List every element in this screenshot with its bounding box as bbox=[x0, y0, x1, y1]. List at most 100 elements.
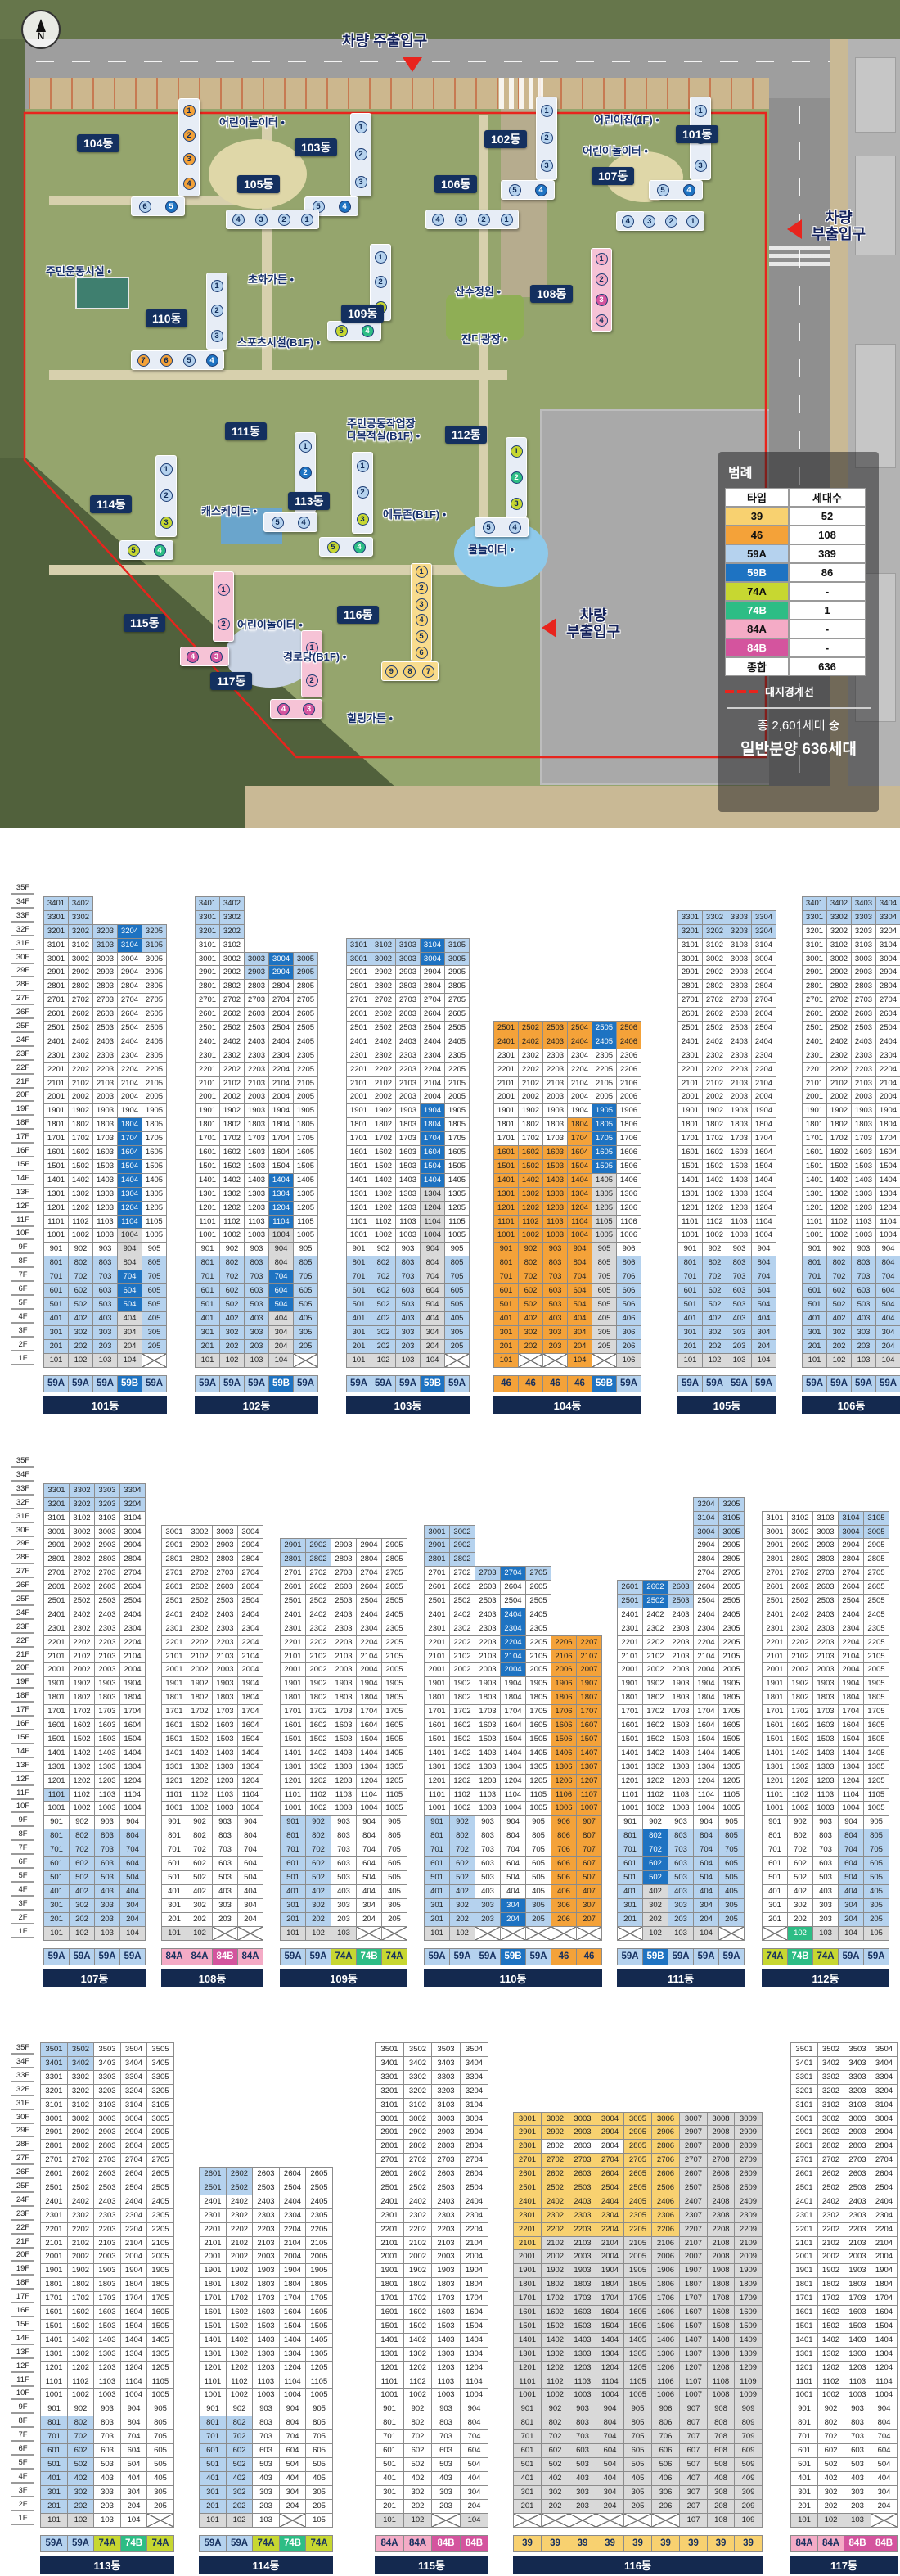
unit-cell: 701 bbox=[346, 1270, 371, 1284]
unit-cell: 203 bbox=[844, 2499, 871, 2514]
unit-cell: 1802 bbox=[642, 1690, 668, 1705]
unit-cell: 2403 bbox=[93, 2195, 121, 2209]
unit-cell: 401 bbox=[513, 2471, 542, 2486]
unit-cell: 2004 bbox=[838, 1662, 864, 1677]
type-label-59A: 59A bbox=[371, 1375, 396, 1392]
unit-cell-crossed bbox=[623, 2513, 652, 2528]
unit-cell: 2001 bbox=[280, 1662, 306, 1677]
map-line-circle: 5 bbox=[127, 544, 140, 557]
unit-cell: 1705 bbox=[146, 2291, 174, 2306]
unit-cell: 1204 bbox=[838, 1774, 864, 1789]
unit-cell: 2603 bbox=[431, 2167, 461, 2181]
unit-cell: 401 bbox=[617, 1884, 643, 1899]
unit-cell: 1604 bbox=[500, 1718, 526, 1733]
unit-cell: 301 bbox=[280, 1898, 306, 1913]
unit-cell: 1803 bbox=[94, 1690, 120, 1705]
unit-cell: 905 bbox=[146, 2402, 174, 2416]
map-line-circle: 9 bbox=[385, 665, 398, 678]
unit-cell: 402 bbox=[642, 1884, 668, 1899]
unit-cell: 2903 bbox=[331, 1538, 357, 1553]
unit-cell: 1001 bbox=[346, 1228, 371, 1243]
unit-cell: 1504 bbox=[871, 2319, 898, 2334]
unit-cell: 2804 bbox=[693, 1552, 719, 1567]
unit-cell: 1301 bbox=[493, 1187, 519, 1202]
unit-cell: 803 bbox=[812, 1829, 839, 1843]
unit-cell-crossed bbox=[279, 2513, 306, 2528]
unit-cell: 1301 bbox=[43, 1760, 70, 1775]
unit-cell: 1505 bbox=[592, 1159, 617, 1174]
unit-cell: 1905 bbox=[381, 1676, 407, 1691]
unit-cell: 1901 bbox=[346, 1103, 371, 1118]
unit-cell: 1305 bbox=[592, 1187, 617, 1202]
unit-cell: 903 bbox=[94, 1815, 120, 1829]
unit-cell: 1003 bbox=[252, 2388, 280, 2402]
unit-cell: 2604 bbox=[693, 1580, 719, 1595]
building-name-110동: 110동 bbox=[424, 1969, 602, 1987]
type-label-39: 39 bbox=[623, 2535, 652, 2552]
unit-cell: 402 bbox=[305, 1884, 331, 1899]
unit-cell: 403 bbox=[569, 2471, 596, 2486]
unit-cell: 1407 bbox=[679, 2333, 708, 2348]
unit-cell: 908 bbox=[707, 2402, 735, 2416]
unit-cell: 2604 bbox=[751, 1007, 776, 1022]
unit-cell: 1202 bbox=[518, 1201, 543, 1216]
type-label-59A: 59A bbox=[94, 1948, 120, 1965]
unit-cell: 1406 bbox=[551, 1746, 577, 1761]
unit-cell: 1806 bbox=[551, 1690, 577, 1705]
unit-cell: 3202 bbox=[219, 924, 245, 939]
unit-cell: 2603 bbox=[812, 1580, 839, 1595]
unit-cell: 2301 bbox=[762, 1622, 788, 1636]
unit-cell: 2401 bbox=[513, 2195, 542, 2209]
unit-cell: 203 bbox=[812, 1912, 839, 1927]
floor-label: 4F bbox=[11, 2471, 34, 2484]
unit-cell: 905 bbox=[718, 1815, 745, 1829]
unit-cell: 1902 bbox=[403, 2263, 432, 2278]
unit-cell: 2903 bbox=[94, 1538, 120, 1553]
unit-cell: 2604 bbox=[838, 1580, 864, 1595]
unit-cell: 403 bbox=[395, 1311, 421, 1326]
unit-cell: 2602 bbox=[69, 1580, 95, 1595]
unit-cell: 1903 bbox=[844, 2263, 871, 2278]
unit-cell: 1001 bbox=[43, 1801, 70, 1816]
unit-cell: 2301 bbox=[513, 2208, 542, 2223]
unit-cell: 1903 bbox=[431, 2263, 461, 2278]
unit-cell: 1805 bbox=[305, 2277, 333, 2292]
unit-cell: 2401 bbox=[43, 1608, 70, 1622]
unit-cell: 2703 bbox=[92, 993, 118, 1008]
unit-cell: 2402 bbox=[449, 1608, 475, 1622]
unit-cell: 2006 bbox=[616, 1089, 641, 1104]
path bbox=[49, 370, 507, 380]
unit-cell: 2805 bbox=[444, 979, 470, 994]
unit-cell: 1501 bbox=[677, 1159, 703, 1174]
map-line-circle: 7 bbox=[137, 354, 150, 367]
unit-cell: 2905 bbox=[146, 2125, 174, 2140]
unit-cell: 403 bbox=[212, 1884, 238, 1899]
unit-cell: 802 bbox=[787, 1829, 813, 1843]
unit-cell: 602 bbox=[518, 1283, 543, 1298]
facility-label: 경로당(B1F) bbox=[283, 651, 346, 663]
unit-cell: 1705 bbox=[718, 1704, 745, 1719]
unit-cell: 506 bbox=[651, 2457, 680, 2472]
unit-cell: 102 bbox=[403, 2513, 432, 2528]
unit-cell: 1803 bbox=[93, 2277, 121, 2292]
legend-count-74A: - bbox=[789, 582, 866, 601]
unit-cell: 3101 bbox=[43, 938, 69, 953]
unit-cell: 1202 bbox=[826, 1201, 852, 1216]
map-line-circle: 1 bbox=[356, 459, 369, 472]
unit-cell: 2005 bbox=[592, 1089, 617, 1104]
unit-cell: 205 bbox=[381, 1912, 407, 1927]
unit-cell: 1503 bbox=[92, 1159, 118, 1174]
unit-cell: 1701 bbox=[802, 1131, 827, 1146]
unit-cell: 1404 bbox=[460, 2333, 488, 2348]
unit-cell: 2804 bbox=[117, 979, 142, 994]
unit-cell: 601 bbox=[199, 2443, 227, 2458]
unit-cell: 2808 bbox=[707, 2139, 735, 2154]
map-line-circle: 3 bbox=[254, 213, 268, 226]
unit-cell: 1603 bbox=[727, 1145, 752, 1160]
legend-type-종합: 종합 bbox=[725, 657, 789, 676]
map-building-label-104동: 104동 bbox=[77, 134, 120, 152]
map-line-circle: 4 bbox=[187, 650, 199, 663]
unit-cell: 701 bbox=[195, 1270, 220, 1284]
